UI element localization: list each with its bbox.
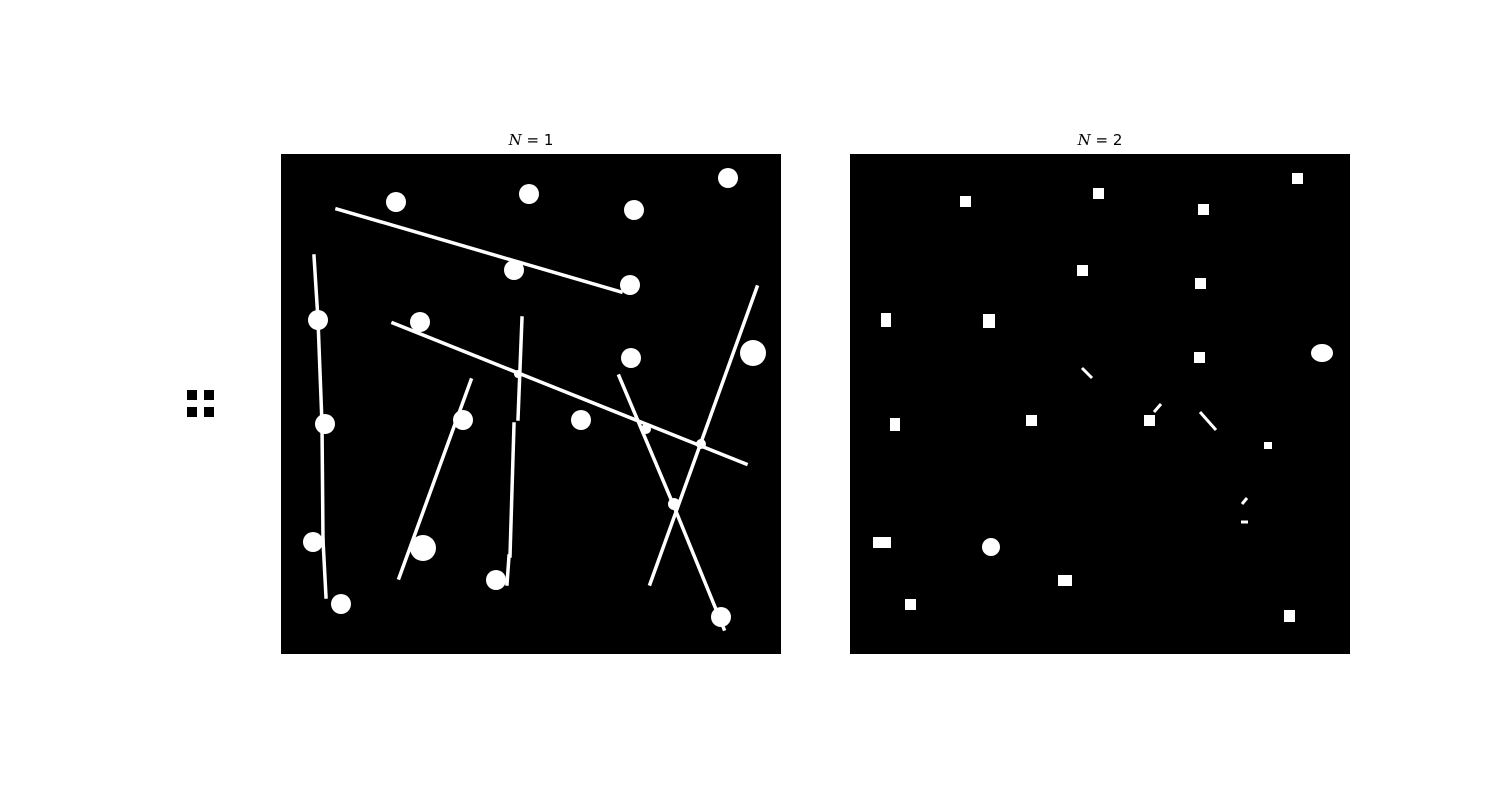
blob	[960, 196, 971, 207]
blob	[624, 200, 644, 220]
line-segment	[647, 284, 760, 587]
blob	[1058, 575, 1072, 586]
line-fragment	[1152, 403, 1163, 413]
line-segment	[505, 554, 511, 586]
blob	[504, 260, 524, 280]
blob	[386, 192, 406, 212]
line-segment	[320, 422, 325, 542]
line-segment	[616, 373, 676, 507]
blob	[303, 532, 323, 552]
title-variable: N	[1077, 131, 1091, 149]
line-segment	[316, 318, 324, 426]
blob	[881, 313, 891, 327]
blob	[1093, 188, 1104, 199]
blob	[1292, 173, 1303, 184]
blob	[905, 599, 916, 610]
junction	[514, 370, 522, 378]
line-segment	[516, 316, 524, 421]
image-panel-right	[850, 154, 1350, 654]
blob	[410, 312, 430, 332]
blob	[873, 537, 891, 548]
kernel-cell	[204, 390, 214, 400]
kernel-cell	[204, 407, 214, 417]
junction	[641, 424, 651, 434]
line-fragment	[1198, 411, 1218, 431]
line-segment	[334, 206, 624, 295]
blob	[571, 410, 591, 430]
line-fragment	[1080, 366, 1094, 380]
title-value: = 2	[1090, 131, 1123, 149]
panel-background	[281, 154, 781, 654]
blob	[410, 535, 436, 561]
blob	[1077, 265, 1088, 276]
blob	[982, 538, 1000, 556]
blob	[1198, 204, 1209, 215]
panel-title-right: N = 2	[850, 131, 1350, 149]
blob	[315, 414, 335, 434]
blob	[1264, 442, 1272, 449]
title-variable: N	[508, 131, 522, 149]
blob	[1284, 610, 1295, 622]
image-panel-left	[281, 154, 781, 654]
blob	[1144, 415, 1155, 426]
structuring-element-icon	[187, 390, 214, 417]
blob	[1026, 415, 1037, 426]
junction	[668, 498, 680, 510]
blob	[1195, 278, 1206, 289]
line-segment	[508, 422, 516, 558]
blob	[519, 184, 539, 204]
blob	[453, 410, 473, 430]
blob	[331, 594, 351, 614]
panel-background	[850, 154, 1350, 654]
blob	[308, 310, 328, 330]
blob	[890, 418, 900, 431]
blob	[620, 275, 640, 295]
blob	[740, 340, 766, 366]
kernel-cell	[187, 390, 197, 400]
blob	[1311, 344, 1333, 362]
blob	[711, 607, 731, 627]
line-fragment	[1240, 497, 1249, 505]
line-segment	[670, 501, 727, 632]
blob	[718, 168, 738, 188]
panel-title-left: N = 1	[281, 131, 781, 149]
line-segment	[321, 538, 328, 599]
junction	[696, 439, 706, 449]
kernel-cell	[187, 407, 197, 417]
blob	[983, 314, 995, 328]
blob	[621, 348, 641, 368]
line-segment	[312, 254, 320, 322]
blob	[1194, 352, 1205, 363]
blob	[486, 570, 506, 590]
title-value: = 1	[521, 131, 554, 149]
line-segment	[390, 320, 749, 467]
